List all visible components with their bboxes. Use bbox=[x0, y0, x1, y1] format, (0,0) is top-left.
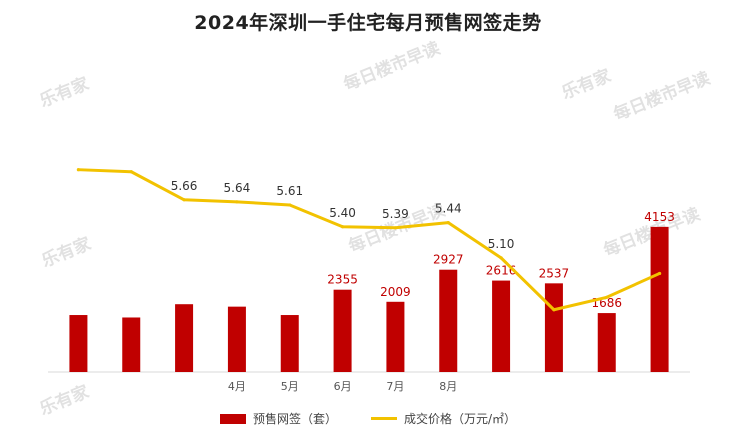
chart-title: 2024年深圳一手住宅每月预售网签走势 bbox=[194, 12, 542, 34]
bar-label-6: 2355 bbox=[327, 273, 358, 287]
bar-label-9: 2616 bbox=[486, 264, 517, 278]
legend-swatch-bars bbox=[219, 413, 246, 424]
bar-2 bbox=[122, 317, 141, 372]
line-point-1 bbox=[76, 168, 81, 172]
line-point-7 bbox=[393, 226, 398, 230]
bar-label-10: 2537 bbox=[539, 266, 570, 280]
line-point-6 bbox=[340, 225, 345, 229]
legend-swatch-line bbox=[370, 417, 397, 420]
line-label-7: 5.39 bbox=[382, 207, 409, 221]
line-label-9: 5.10 bbox=[488, 237, 515, 251]
x-tick-label-4: 4月 bbox=[228, 380, 246, 393]
line-label-5: 5.61 bbox=[276, 184, 303, 198]
bar-6 bbox=[333, 289, 352, 372]
x-tick-label-7: 7月 bbox=[386, 380, 404, 393]
line-label-4: 5.64 bbox=[224, 181, 251, 195]
line-point-3 bbox=[182, 198, 186, 202]
bar-1 bbox=[69, 315, 88, 372]
bar-label-8: 2927 bbox=[433, 253, 464, 267]
bar-label-7: 2009 bbox=[380, 285, 411, 299]
line-label-8: 5.44 bbox=[435, 202, 462, 216]
x-tick-label-6: 6月 bbox=[334, 380, 352, 393]
x-tick-label-5: 5月 bbox=[281, 380, 299, 393]
line-point-12 bbox=[657, 271, 662, 276]
line-series-price bbox=[76, 168, 662, 312]
line-point-9 bbox=[499, 256, 503, 260]
line-label-3: 5.66 bbox=[171, 179, 198, 193]
line-point-8 bbox=[446, 221, 450, 225]
line-label-6: 5.40 bbox=[329, 206, 356, 220]
legend-item-line[interactable]: 成交价格（万元/㎡） bbox=[370, 410, 517, 427]
bar-9 bbox=[492, 280, 511, 372]
line-point-2 bbox=[129, 170, 133, 174]
bar-7 bbox=[386, 301, 405, 372]
line-point-11 bbox=[605, 295, 609, 299]
legend-label-line: 成交价格（万元/㎡） bbox=[403, 412, 517, 426]
legend-label-bars: 预售网签（套） bbox=[252, 412, 337, 426]
bar-12 bbox=[650, 226, 669, 372]
line-point-4 bbox=[235, 200, 239, 204]
line-point-5 bbox=[288, 203, 292, 207]
bar-5 bbox=[280, 315, 299, 372]
chart-legend: 预售网签（套） 成交价格（万元/㎡） bbox=[0, 410, 736, 427]
bar-label-12: 4153 bbox=[644, 210, 675, 224]
bar-4 bbox=[227, 306, 246, 372]
line-point-10 bbox=[552, 308, 556, 312]
bar-11 bbox=[597, 313, 616, 372]
bar-8 bbox=[439, 269, 458, 372]
bar-3 bbox=[175, 304, 194, 372]
x-tick-label-8: 8月 bbox=[439, 380, 457, 393]
legend-item-bars[interactable]: 预售网签（套） bbox=[219, 410, 337, 427]
bar-10 bbox=[544, 283, 563, 372]
